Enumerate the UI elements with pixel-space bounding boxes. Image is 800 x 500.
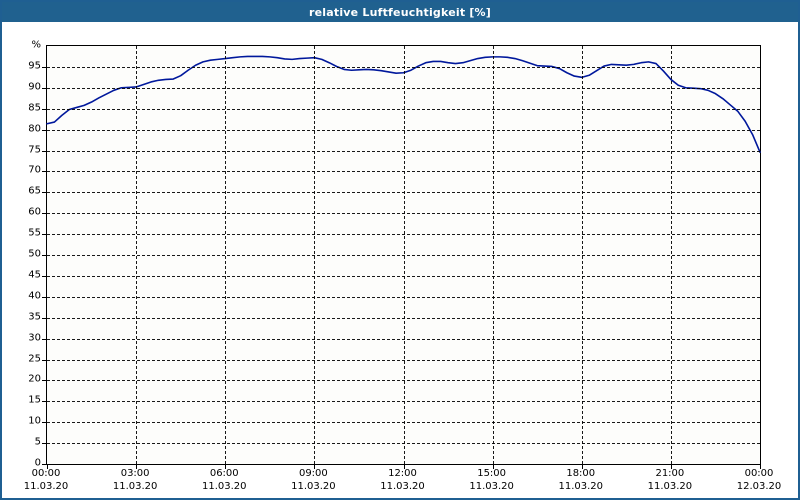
x-axis-tick-date: 11.03.20 xyxy=(380,481,425,492)
x-axis-tick-time: 06:00 xyxy=(209,468,239,479)
y-axis-tick-mark xyxy=(42,443,46,445)
gridline-vertical xyxy=(492,46,494,464)
x-axis-tick-date: 11.03.20 xyxy=(647,481,693,492)
y-axis-tick-label: 95 xyxy=(28,60,41,72)
y-axis-tick-mark xyxy=(42,422,46,424)
y-axis-tick-label: 75 xyxy=(28,144,41,155)
x-axis-tick-label: 09:00 11.03.20 xyxy=(291,467,336,493)
x-axis-tick-label: 12:00 11.03.20 xyxy=(380,467,425,493)
y-axis-tick-mark xyxy=(42,150,46,152)
x-axis-tick-mark xyxy=(47,464,48,469)
chart-canvas: % 95 90 85 80 75 70 65 60 55 50 45 40 35 30 25 20 15 10 5 0… xyxy=(2,22,798,498)
y-axis-tick-label: 45 xyxy=(28,269,41,281)
y-axis-tick-mark xyxy=(42,464,46,465)
x-axis-tick-date: 11.03.20 xyxy=(23,481,69,492)
x-axis: 00:00 11.03.20 03:00 11.03.20 06:00 11.03.20 0… xyxy=(2,467,798,497)
y-axis-tick-label: 80 xyxy=(28,123,41,135)
x-axis-tick-label: 00:00 12.03.20 xyxy=(737,467,782,493)
x-axis-tick-time: 00:00 xyxy=(744,468,774,479)
x-axis-tick-label: 03:00 11.03.20 xyxy=(113,467,158,493)
y-axis-tick-mark xyxy=(42,108,46,110)
y-axis-tick-mark xyxy=(42,213,46,215)
y-axis-tick-mark xyxy=(42,87,46,89)
gridline-vertical xyxy=(581,46,583,464)
y-axis-tick-label: 40 xyxy=(28,290,41,302)
y-axis-tick-label: 25 xyxy=(28,353,41,364)
x-axis-tick-time: 21:00 xyxy=(655,468,685,479)
x-axis-tick-date: 11.03.20 xyxy=(201,481,247,492)
gridline-vertical xyxy=(225,46,227,464)
y-axis-tick-mark xyxy=(42,359,46,361)
y-axis-tick-mark xyxy=(42,255,46,256)
x-axis-tick-time: 03:00 xyxy=(120,468,150,479)
page-title: relative Luftfeuchtigkeit [%] xyxy=(309,5,491,19)
y-axis-tick-mark xyxy=(42,129,46,131)
gridline-vertical xyxy=(403,46,405,464)
x-axis-tick-label: 15:00 11.03.20 xyxy=(469,467,514,493)
y-axis-tick-mark xyxy=(42,171,46,173)
y-axis-tick-mark xyxy=(42,317,46,319)
x-axis-tick-mark xyxy=(225,464,227,469)
x-axis-tick-mark xyxy=(314,464,316,469)
y-axis-tick-label: 5 xyxy=(34,436,41,448)
x-axis-tick-mark xyxy=(136,464,138,469)
x-axis-tick-date: 11.03.20 xyxy=(469,481,514,492)
y-axis-tick-label: 10 xyxy=(28,415,41,427)
y-axis-tick-label: 85 xyxy=(28,102,41,114)
y-axis-tick-mark xyxy=(42,234,46,236)
gridline-vertical xyxy=(314,46,316,464)
y-axis-tick-mark xyxy=(42,192,46,194)
x-axis-tick-time: 09:00 xyxy=(298,468,328,479)
gridline-vertical xyxy=(670,46,672,464)
plot-area xyxy=(42,45,761,469)
x-axis-tick-label: 18:00 11.03.20 xyxy=(558,467,603,493)
x-axis-tick-label: 06:00 11.03.20 xyxy=(202,467,247,493)
x-axis-tick-date: 11.03.20 xyxy=(291,481,336,492)
y-axis-tick-mark xyxy=(42,66,46,68)
x-axis-tick-date: 11.03.20 xyxy=(112,481,158,492)
x-axis-tick-date: 12.03.20 xyxy=(736,481,782,492)
x-axis-tick-mark xyxy=(760,464,761,469)
window-title-bar: relative Luftfeuchtigkeit [%] xyxy=(2,2,798,22)
y-axis: % 95 90 85 80 75 70 65 60 55 50 45 40 35 30 25 20 15 10 5 0 xyxy=(2,40,41,469)
y-axis-tick-mark xyxy=(42,275,46,277)
y-axis-tick-label: 60 xyxy=(28,206,41,218)
x-axis-tick-date: 11.03.20 xyxy=(558,481,604,492)
x-axis-tick-time: 00:00 xyxy=(31,468,61,479)
y-axis-tick-mark xyxy=(42,296,46,298)
y-axis-tick-mark xyxy=(42,401,46,403)
y-axis-tick-mark xyxy=(42,380,46,382)
y-axis-tick-label: 50 xyxy=(28,248,41,260)
y-axis-tick-label: 65 xyxy=(28,185,41,197)
gridline-vertical xyxy=(136,46,138,464)
y-axis-tick-label: 15 xyxy=(28,394,41,406)
y-axis-tick-label: 55 xyxy=(28,227,41,239)
y-axis-tick-label: 30 xyxy=(28,332,41,344)
x-axis-tick-label: 00:00 11.03.20 xyxy=(24,467,69,493)
x-axis-tick-time: 12:00 xyxy=(388,468,417,479)
y-axis-unit-label: % xyxy=(31,39,41,51)
y-axis-tick-label: 70 xyxy=(28,164,41,176)
y-axis-tick-label: 0 xyxy=(34,457,41,469)
x-axis-tick-label: 21:00 11.03.20 xyxy=(648,467,693,493)
y-axis-tick-label: 35 xyxy=(28,311,41,323)
x-axis-tick-mark xyxy=(492,464,494,469)
x-axis-tick-mark xyxy=(581,464,583,469)
x-axis-tick-mark xyxy=(670,464,672,469)
y-axis-tick-label: 20 xyxy=(28,373,41,385)
y-axis-tick-label: 90 xyxy=(28,81,41,93)
x-axis-tick-mark xyxy=(403,464,405,469)
x-axis-tick-time: 18:00 xyxy=(566,468,596,479)
x-axis-tick-time: 15:00 xyxy=(477,468,507,479)
y-axis-tick-mark xyxy=(42,338,46,340)
